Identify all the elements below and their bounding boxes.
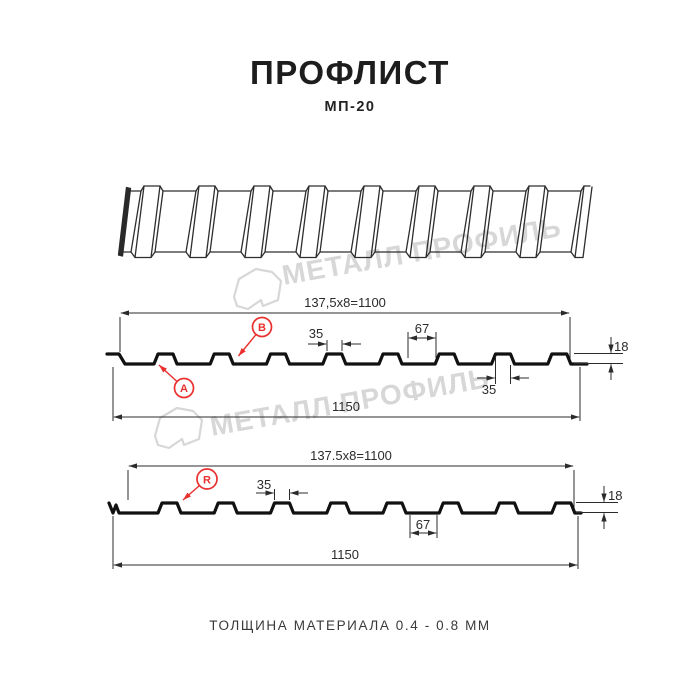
side-a-callout: A xyxy=(158,364,195,399)
watermark-logo-top xyxy=(232,267,283,311)
section-drawing-ab: 137,5x8=1100 35 67 xyxy=(105,295,628,421)
working-width-dim-label: 137,5x8=1100 xyxy=(304,295,386,310)
overall-width-dim-label: 1150 xyxy=(331,547,359,562)
overall-width-dim-label: 1150 xyxy=(332,399,360,414)
sheet-3d-back-edge xyxy=(127,185,591,192)
valley-width-dim-label: 67 xyxy=(416,517,430,532)
profile-model-code: МП-20 xyxy=(324,99,376,115)
sheet-3d-view xyxy=(117,185,593,259)
sheet-3d-cut-edge xyxy=(117,186,132,257)
working-width-dim-label: 137.5x8=1100 xyxy=(310,448,392,463)
rib-base-width-dim-label: 35 xyxy=(482,382,496,397)
profile-outline-r xyxy=(107,501,583,515)
section-drawing-r: 137.5x8=1100 35 R xyxy=(107,448,622,569)
side-r-callout: R xyxy=(182,468,218,501)
sheet-3d-rib-lines xyxy=(130,185,593,259)
sheet-3d-front-edge xyxy=(119,251,584,259)
profile-height-dim-label: 18 xyxy=(614,339,628,354)
side-b-label: B xyxy=(258,322,266,334)
watermark-logo-middle xyxy=(153,406,204,450)
valley-width-dim-label: 67 xyxy=(415,321,429,336)
material-thickness-note: ТОЛЩИНА МАТЕРИАЛА 0.4 - 0.8 ММ xyxy=(209,618,491,633)
rib-top-width-dim-label: 35 xyxy=(309,326,323,341)
profile-height-dim-label: 18 xyxy=(608,488,622,503)
rib-top-width-dim-label: 35 xyxy=(257,477,271,492)
side-r-label: R xyxy=(203,475,211,487)
page-title: ПРОФЛИСТ xyxy=(250,54,450,91)
profile-outline-ab xyxy=(105,352,589,366)
side-b-callout: B xyxy=(237,316,273,357)
side-a-label: A xyxy=(180,383,188,395)
